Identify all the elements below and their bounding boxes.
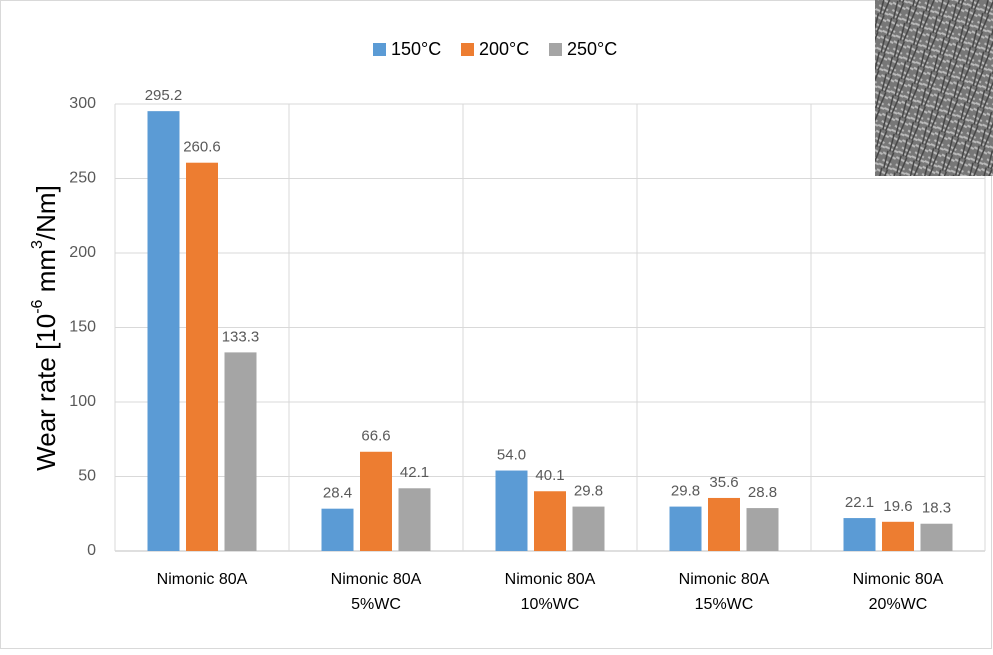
chart: 0 50 100 150 200 250 300 Nimonic 80A 295.2 260.6 1… xyxy=(0,0,993,650)
value-label: 40.1 xyxy=(535,467,564,484)
bar xyxy=(882,522,914,551)
value-label: 133.3 xyxy=(222,328,260,345)
x-tick-label: Nimonic 80A xyxy=(679,571,770,588)
value-label: 29.8 xyxy=(671,483,700,500)
value-label: 42.1 xyxy=(400,464,429,481)
y-tick-label: 200 xyxy=(69,244,96,261)
y-tick-label: 250 xyxy=(69,170,96,187)
value-label: 260.6 xyxy=(183,139,221,156)
bar xyxy=(844,518,876,551)
micrograph-image xyxy=(875,0,993,176)
bar xyxy=(747,508,779,551)
bar xyxy=(360,452,392,551)
value-label: 19.6 xyxy=(883,498,912,515)
y-tick-label: 0 xyxy=(87,542,96,559)
x-tick-label: Nimonic 80A xyxy=(853,571,944,588)
legend: 150°C 200°C 250°C xyxy=(373,39,617,59)
legend-label: 150°C xyxy=(391,39,441,59)
value-label: 22.1 xyxy=(845,494,874,511)
bar xyxy=(573,507,605,551)
x-tick-label: 10%WC xyxy=(521,596,580,613)
x-tick-label: 15%WC xyxy=(695,596,754,613)
value-label: 18.3 xyxy=(922,500,951,517)
y-tick-label: 150 xyxy=(69,319,96,336)
bar xyxy=(534,491,566,551)
y-tick-label: 300 xyxy=(69,95,96,112)
bar xyxy=(708,498,740,551)
value-label: 29.8 xyxy=(574,483,603,500)
value-label: 28.4 xyxy=(323,485,352,502)
bar xyxy=(496,471,528,551)
bar xyxy=(225,352,257,551)
x-tick-label: Nimonic 80A xyxy=(157,571,248,588)
bar xyxy=(186,163,218,551)
value-label: 54.0 xyxy=(497,447,526,464)
bar xyxy=(670,507,702,551)
x-tick-label: Nimonic 80A xyxy=(331,571,422,588)
legend-swatch xyxy=(461,43,474,56)
y-axis-label: Wear rate [10-6 mm3/Nm] xyxy=(29,185,61,471)
legend-label: 250°C xyxy=(567,39,617,59)
legend-swatch xyxy=(549,43,562,56)
legend-swatch xyxy=(373,43,386,56)
y-tick-label: 100 xyxy=(69,393,96,410)
y-tick-label: 50 xyxy=(78,468,96,485)
x-tick-label: 20%WC xyxy=(869,596,928,613)
x-tick-label: Nimonic 80A xyxy=(505,571,596,588)
bar xyxy=(322,509,354,551)
bar xyxy=(921,524,953,551)
value-label: 295.2 xyxy=(145,87,183,104)
value-label: 28.8 xyxy=(748,484,777,501)
bar xyxy=(148,111,180,551)
value-label: 35.6 xyxy=(709,474,738,491)
value-label: 66.6 xyxy=(361,428,390,445)
x-tick-label: 5%WC xyxy=(351,596,401,613)
bar xyxy=(399,488,431,551)
legend-label: 200°C xyxy=(479,39,529,59)
